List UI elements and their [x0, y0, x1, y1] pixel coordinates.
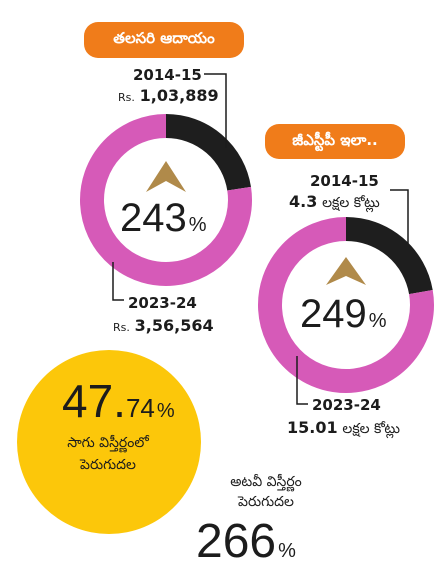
cultivation-value-dec: 74: [125, 393, 155, 423]
cultivation-unit: %: [156, 400, 175, 422]
income-start-leader-line: [204, 73, 227, 148]
income-growth: 243 %: [120, 196, 207, 241]
income-end-currency: Rs.: [113, 321, 130, 334]
segment-2014-15: [345, 217, 433, 295]
cultivation-label: సాగు విస్తీర్ణంలో పెరుగుదల: [40, 432, 176, 476]
gst-end-unit: లక్షల కోట్లు: [342, 421, 401, 437]
forest-label-line1: అటవీ విస్తీర్ణం: [230, 474, 302, 490]
forest-label: అటవీ విస్తీర్ణం పెరుగుదల: [206, 472, 326, 512]
income-up-arrow-icon: [146, 161, 186, 192]
gst-start-unit: లక్షల కోట్లు: [322, 195, 380, 211]
cultivation-circle: [17, 350, 201, 534]
gst-title: జీఎస్టీపీ ఇలా..: [265, 124, 405, 159]
forest-growth-value: 266: [196, 515, 277, 568]
income-start-year: 2014-15: [133, 66, 202, 84]
gst-end-value: 15.01: [287, 418, 338, 437]
forest-label-line2: పెరుగుదల: [238, 494, 294, 510]
per-capita-income-title: తలసరి ఆదాయం: [84, 22, 244, 58]
forest-growth: 266 %: [196, 514, 296, 569]
gst-end-leader-line: [296, 356, 308, 405]
gst-end-year: 2023-24: [312, 396, 381, 414]
income-start-value: 1,03,889: [139, 86, 219, 105]
gst-growth-unit: %: [368, 310, 387, 332]
gst-start-year: 2014-15: [310, 172, 379, 190]
income-end-amount: Rs. 3,56,564: [113, 316, 214, 335]
gst-start-value: 4.3: [289, 192, 318, 211]
income-end-value: 3,56,564: [134, 316, 214, 335]
cultivation-label-line1: సాగు విస్తీర్ణంలో: [67, 435, 149, 451]
gst-up-arrow-icon: [326, 257, 366, 285]
segment-2014-15: [165, 114, 251, 192]
income-end-leader-line: [112, 262, 124, 301]
income-growth-unit: %: [188, 214, 207, 236]
income-donut: [80, 114, 252, 286]
gst-end-amount: 15.01 లక్షల కోట్లు: [287, 418, 400, 440]
income-end-year: 2023-24: [128, 294, 197, 312]
gst-growth: 249 %: [300, 292, 387, 337]
cultivation-growth: 47. 74 %: [62, 374, 175, 428]
gst-start-leader-line: [390, 189, 409, 244]
cultivation-label-line2: పెరుగుదల: [80, 457, 136, 473]
income-growth-value: 243: [120, 196, 187, 240]
forest-growth-unit: %: [278, 540, 296, 562]
gst-start-amount: 4.3 లక్షల కోట్లు: [289, 192, 380, 214]
segment-2023-24: [80, 114, 252, 286]
cultivation-value-int: 47.: [62, 375, 126, 427]
income-start-amount: Rs. 1,03,889: [118, 86, 219, 105]
gst-growth-value: 249: [300, 292, 367, 336]
income-start-currency: Rs.: [118, 91, 135, 104]
